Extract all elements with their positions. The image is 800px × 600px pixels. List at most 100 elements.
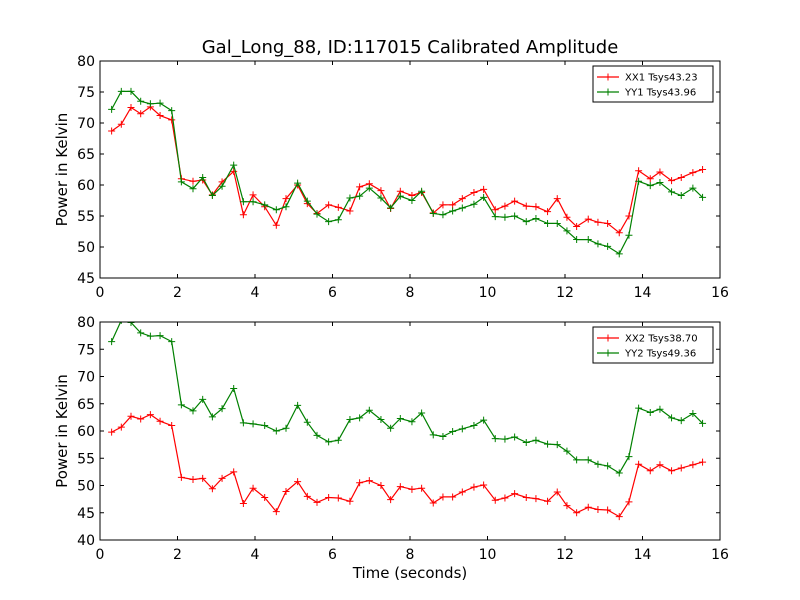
series-0-point	[532, 203, 540, 211]
series-1-point	[594, 460, 602, 468]
series-0-point	[635, 167, 643, 175]
series-0-point	[272, 508, 280, 516]
x-tick-label: 8	[406, 285, 415, 301]
series-1-point	[313, 210, 321, 218]
series-1-point	[646, 182, 654, 190]
legend-marker	[604, 73, 612, 81]
series-0-point	[501, 494, 509, 502]
bottom-subplot: 0 2 4 6 8 10 12 14 16 40 45 50 55 60 65 70 75 80 Power in …	[53, 315, 729, 563]
series-1-point	[635, 177, 643, 185]
series-1-point	[294, 401, 302, 409]
x-tick-label: 12	[556, 285, 574, 301]
series-1-point	[449, 207, 457, 215]
y-tick-label: 80	[77, 54, 95, 70]
series-0-point	[677, 464, 685, 472]
legend-marker	[604, 349, 612, 357]
series-0-point	[230, 167, 238, 175]
series-1-point	[325, 438, 333, 446]
series-1-point	[218, 182, 226, 190]
x-tick-label: 14	[634, 285, 652, 301]
series-1-point	[615, 469, 623, 477]
series-0-point	[594, 505, 602, 513]
series-1-point	[156, 99, 164, 107]
x-tick-label: 0	[96, 547, 105, 563]
x-tick-label: 4	[251, 285, 260, 301]
x-tick-label: 16	[711, 547, 729, 563]
series-0-point	[615, 229, 623, 237]
series-1-point	[387, 424, 395, 432]
series-1-point	[146, 100, 154, 108]
plot-area	[108, 322, 707, 521]
series-0-point	[408, 485, 416, 493]
series-0-point	[584, 215, 592, 223]
y-tick-label: 55	[77, 209, 95, 225]
series-0-point	[377, 482, 385, 489]
plot-area	[108, 87, 707, 258]
series-1-point	[218, 405, 226, 413]
series-1-point	[377, 416, 385, 424]
series-0-point	[668, 467, 676, 475]
x-tick-label: 16	[711, 285, 729, 301]
series-0-point	[365, 477, 373, 485]
y-tick-label: 80	[77, 315, 95, 331]
series-0-point	[249, 191, 257, 199]
series-1-point	[396, 192, 404, 200]
series-1-point	[261, 201, 269, 209]
x-tick-label: 12	[556, 547, 574, 563]
series-0-point	[511, 490, 519, 498]
series-1-point	[491, 213, 499, 221]
series-0-point	[470, 483, 478, 491]
series-0-point	[635, 460, 643, 468]
y-tick-label: 75	[77, 85, 95, 101]
series-1-point	[511, 212, 519, 220]
series-0-point	[230, 468, 238, 476]
series-1-point	[625, 231, 633, 239]
series-1-point	[137, 329, 145, 337]
series-1-point	[501, 435, 509, 443]
legend-label: XX2 Tsys38.70	[625, 334, 698, 345]
series-1-point	[449, 428, 457, 436]
series-1-point	[511, 433, 519, 441]
series-1-point	[177, 401, 185, 409]
series-1-point	[108, 105, 116, 113]
series-1-point	[249, 198, 257, 206]
series-1-point	[458, 204, 466, 212]
series-1-point	[439, 432, 447, 440]
x-tick-label: 10	[479, 285, 497, 301]
series-1-point	[594, 240, 602, 248]
x-tick-label: 14	[634, 547, 652, 563]
series-0-point	[189, 476, 197, 484]
series-1-point	[604, 242, 612, 250]
series-1-point	[553, 441, 561, 449]
series-1-point	[282, 424, 290, 432]
series-0-point	[117, 120, 125, 128]
series-1-point	[325, 218, 333, 226]
series-0-point	[449, 493, 457, 501]
series-0-point	[522, 202, 530, 210]
x-tick-label: 6	[328, 285, 337, 301]
series-1-point	[553, 219, 561, 227]
series-0-point	[573, 509, 581, 517]
y-tick-label: 45	[77, 506, 95, 522]
series-0-point	[511, 197, 519, 205]
series-0-point	[108, 428, 116, 436]
series-0-point	[356, 479, 364, 487]
series-0-point	[396, 483, 404, 491]
series-0-point	[573, 223, 581, 231]
series-1-point	[156, 332, 164, 340]
series-0-point	[646, 175, 654, 183]
series-1-point	[303, 197, 311, 205]
series-0-point	[418, 484, 426, 492]
series-1-point	[208, 413, 216, 421]
series-1-point	[668, 414, 676, 422]
series-0-point	[199, 474, 207, 482]
series-1-point	[677, 192, 685, 200]
series-0-point	[563, 502, 571, 510]
series-1-point	[199, 395, 207, 403]
legend-marker	[604, 88, 612, 96]
series-1-point	[646, 408, 654, 416]
series-0-point	[346, 207, 354, 215]
series-1-point	[272, 427, 280, 435]
series-1-point	[387, 204, 395, 212]
